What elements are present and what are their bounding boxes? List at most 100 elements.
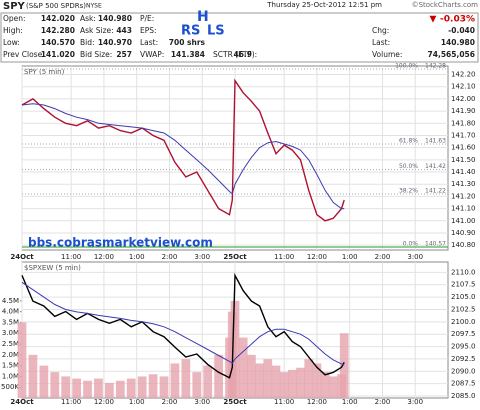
series-line bbox=[21, 272, 345, 379]
volume-bar bbox=[230, 300, 240, 398]
volume-bar bbox=[115, 380, 125, 398]
x-tick-label: 1:00 bbox=[342, 398, 358, 406]
volume-bar bbox=[28, 354, 38, 398]
y-tick-label: 2092.5 bbox=[451, 355, 476, 363]
volume-bar bbox=[287, 369, 297, 398]
series-line bbox=[21, 281, 345, 366]
field-label: VWAP: bbox=[140, 50, 164, 59]
volume-bar bbox=[126, 378, 136, 398]
series-line bbox=[21, 103, 345, 210]
field-value: 140.970 bbox=[98, 38, 132, 47]
y2-tick-label: 1.0M bbox=[2, 372, 19, 380]
credit: ©StockCharts.com bbox=[412, 1, 479, 9]
quote-box bbox=[0, 12, 479, 63]
y2-tick-label: 4.5M bbox=[2, 297, 19, 305]
volume-bar bbox=[203, 365, 213, 398]
x-tick-label: 2:00 bbox=[162, 253, 178, 261]
field-value: 140.980 bbox=[441, 38, 475, 47]
x-tick-label: 1:00 bbox=[129, 398, 145, 406]
y-tick-label: 2110.0 bbox=[451, 268, 476, 276]
fib-value: 142.28 bbox=[425, 63, 446, 70]
y-tick-label: 141.80 bbox=[451, 119, 476, 127]
x-tick-label: 24Oct bbox=[10, 253, 34, 261]
volume-bar bbox=[320, 372, 330, 398]
volume-bar bbox=[214, 354, 223, 398]
volume-bar bbox=[50, 372, 60, 398]
volume-bar bbox=[279, 372, 289, 398]
x-tick-label: 1:00 bbox=[129, 253, 145, 261]
x-tick-label: 2:00 bbox=[162, 398, 178, 406]
annotation: bbs.cobrasmarketview.com bbox=[28, 236, 213, 250]
field-label: High: bbox=[3, 26, 23, 35]
x-tick-label: 12:00 bbox=[307, 253, 327, 261]
x-tick-label: 25Oct bbox=[223, 398, 247, 406]
volume-bar bbox=[263, 359, 273, 398]
datetime: Thursday 25-Oct-2012 12:51 pm bbox=[266, 1, 382, 9]
volume-bar bbox=[192, 372, 202, 398]
annotation: H bbox=[197, 9, 209, 25]
field-value: 46.9 bbox=[233, 50, 252, 59]
volume-bar bbox=[83, 380, 92, 398]
field-label: Prev Close: bbox=[3, 50, 45, 59]
y2-tick-label: 3.5M bbox=[2, 318, 19, 326]
x-tick-label: 11:00 bbox=[274, 398, 294, 406]
y-tick-label: 141.40 bbox=[451, 168, 476, 176]
field-label: Bid Size: bbox=[80, 50, 112, 59]
y-tick-label: 141.30 bbox=[451, 180, 476, 188]
exchange: NYSE bbox=[86, 3, 102, 10]
field-label: Open: bbox=[3, 14, 26, 23]
field-value: 142.020 bbox=[41, 14, 75, 23]
x-tick-label: 11:00 bbox=[61, 253, 81, 261]
panel-title: SPY (5 min) bbox=[24, 68, 65, 76]
series-line bbox=[21, 78, 345, 222]
volume-bar bbox=[72, 378, 81, 398]
field-label: Volume: bbox=[372, 50, 402, 59]
volume-bar bbox=[247, 354, 256, 398]
y2-tick-label: 4.0M bbox=[2, 308, 19, 316]
x-tick-label: 12:00 bbox=[307, 398, 327, 406]
field-value: 257 bbox=[116, 50, 132, 59]
volume-bar bbox=[255, 363, 264, 398]
x-tick-label: 3:00 bbox=[407, 253, 423, 261]
field-label: Ask Size: bbox=[80, 26, 114, 35]
volume-bar bbox=[61, 376, 71, 398]
y-tick-label: 142.20 bbox=[451, 71, 476, 79]
y-tick-label: 141.90 bbox=[451, 107, 476, 115]
x-tick-label: 3:00 bbox=[407, 398, 423, 406]
y-tick-label: 2105.0 bbox=[451, 293, 476, 301]
volume-bar bbox=[17, 322, 27, 398]
field-label: Bid: bbox=[80, 38, 95, 47]
y-tick-label: 2087.5 bbox=[451, 380, 476, 388]
x-tick-label: 1:00 bbox=[342, 253, 358, 261]
y2-tick-label: 1.5M bbox=[2, 362, 19, 370]
fib-label: 100.0% bbox=[395, 63, 418, 70]
x-tick-label: 2:00 bbox=[375, 253, 391, 261]
volume-bar bbox=[271, 365, 281, 398]
x-tick-label: 12:00 bbox=[94, 253, 114, 261]
fib-label: 0.0% bbox=[403, 241, 419, 248]
field-label: Last: bbox=[372, 38, 390, 47]
y-tick-label: 2100.0 bbox=[451, 318, 476, 326]
y-tick-label: 140.80 bbox=[451, 241, 476, 249]
fib-label: 61.8% bbox=[399, 137, 418, 144]
field-value: 141.384 bbox=[171, 50, 205, 59]
field-value: 140.570 bbox=[41, 38, 75, 47]
volume-bar bbox=[328, 376, 338, 398]
y-tick-label: 140.90 bbox=[451, 229, 476, 237]
field-value: 74,565,056 bbox=[428, 50, 475, 59]
x-tick-label: 11:00 bbox=[61, 398, 81, 406]
y-tick-label: 142.10 bbox=[451, 83, 476, 91]
volume-bar bbox=[238, 337, 248, 398]
x-tick-label: 12:00 bbox=[94, 398, 114, 406]
field-value: 443 bbox=[116, 26, 132, 35]
change-pct: -0.03% bbox=[440, 15, 475, 25]
y-tick-label: 2090.0 bbox=[451, 367, 476, 375]
symbol: SPY bbox=[3, 1, 26, 12]
x-tick-label: 25Oct bbox=[223, 253, 247, 261]
field-label: Last: bbox=[140, 38, 158, 47]
y2-tick-label: 3.0M bbox=[2, 329, 19, 337]
x-tick-label: 3:00 bbox=[194, 253, 210, 261]
field-value: 140.980 bbox=[98, 14, 132, 23]
field-value: 700 shrs bbox=[169, 38, 206, 47]
